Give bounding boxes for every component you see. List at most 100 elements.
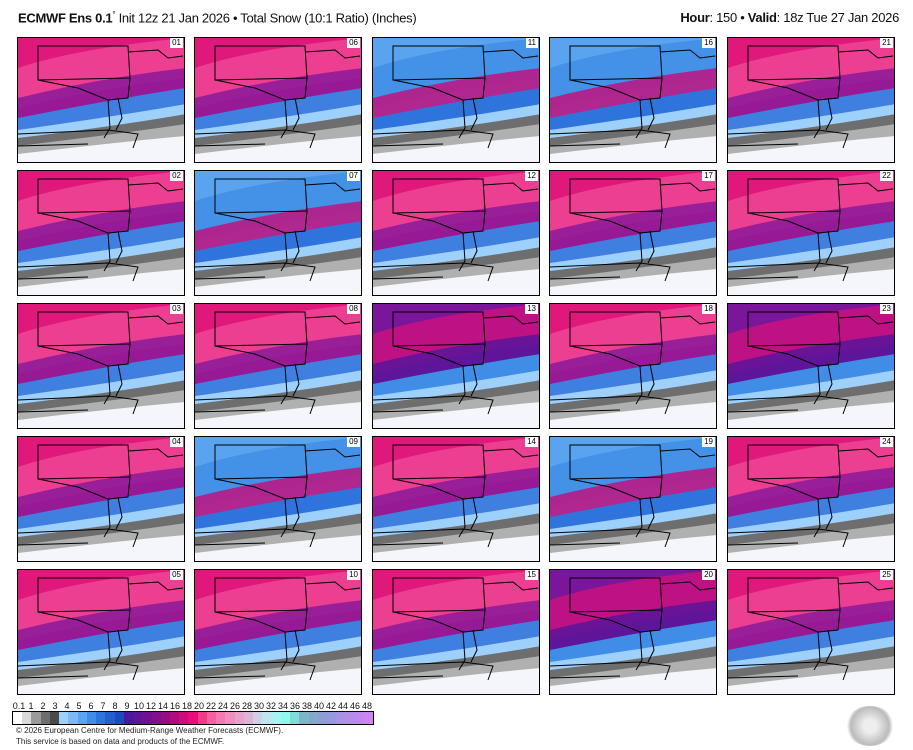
member-label: 23 xyxy=(880,304,893,314)
member-map-17: 17 xyxy=(549,170,717,296)
colorbar-swatch xyxy=(243,712,254,724)
colorbar-tick: 44 xyxy=(337,701,349,711)
member-label: 15 xyxy=(525,570,538,580)
member-label: 05 xyxy=(170,570,183,580)
colorbar-swatch xyxy=(22,712,32,724)
colorbar-swatch xyxy=(142,712,152,724)
snowfall-map xyxy=(550,171,716,295)
snowfall-map xyxy=(373,437,539,561)
colorbar-tick: 12 xyxy=(145,701,157,711)
state-borders xyxy=(550,178,716,282)
title: ECMWF Ens 0.1° Init 12z 21 Jan 2026 • To… xyxy=(18,10,417,26)
state-borders xyxy=(550,311,716,415)
init-time: Init 12z 21 Jan 2026 xyxy=(118,10,230,26)
snowfall-map xyxy=(195,38,361,162)
snowfall-map xyxy=(550,570,716,694)
colorbar-tick: 28 xyxy=(241,701,253,711)
colorbar-swatch xyxy=(77,712,87,724)
weatherbell-logo xyxy=(845,706,895,746)
member-label: 09 xyxy=(347,437,360,447)
colorbar-swatch xyxy=(114,712,124,724)
state-borders xyxy=(373,45,539,149)
snowfall-map xyxy=(373,304,539,428)
copyright: © 2026 European Centre for Medium-Range … xyxy=(16,726,284,735)
colorbar-tick: 10 xyxy=(133,701,145,711)
snowfall-map xyxy=(18,437,184,561)
colorbar-swatch xyxy=(160,712,170,724)
colorbar-tick: 9 xyxy=(124,701,130,711)
member-map-24: 24 xyxy=(727,436,895,562)
colorbar-swatch xyxy=(253,712,263,724)
member-label: 17 xyxy=(702,171,715,181)
colorbar-swatch xyxy=(216,712,226,724)
snowfall-map xyxy=(550,304,716,428)
colorbar-tick: 8 xyxy=(112,701,118,711)
colorbar-tick: 6 xyxy=(88,701,94,711)
member-label: 07 xyxy=(347,171,360,181)
member-map-19: 19 xyxy=(549,436,717,562)
snowfall-map xyxy=(550,38,716,162)
snowfall-map xyxy=(18,171,184,295)
member-map-16: 16 xyxy=(549,37,717,163)
colorbar-swatch xyxy=(133,712,143,724)
colorbar-swatch xyxy=(123,712,134,724)
colorbar-tick: 4 xyxy=(64,701,70,711)
member-label: 02 xyxy=(170,171,183,181)
member-label: 12 xyxy=(525,171,538,181)
state-borders xyxy=(18,311,184,415)
snowfall-map xyxy=(728,304,894,428)
member-label: 11 xyxy=(525,38,538,48)
member-label: 18 xyxy=(702,304,715,314)
state-borders xyxy=(195,178,361,282)
colorbar-tick: 3 xyxy=(52,701,58,711)
colorbar-tick: 24 xyxy=(217,701,229,711)
valid-label: Valid xyxy=(747,10,777,25)
product-name: • Total Snow (10:1 Ratio) (Inches) xyxy=(232,10,417,26)
state-borders xyxy=(373,311,539,415)
state-borders xyxy=(18,45,184,149)
colorbar-tick: 0.1 xyxy=(12,701,26,711)
member-map-23: 23 xyxy=(727,303,895,429)
state-borders xyxy=(728,444,894,548)
member-map-20: 20 xyxy=(549,569,717,695)
member-map-11: 11 xyxy=(372,37,540,163)
colorbar-swatch xyxy=(308,712,318,724)
state-borders xyxy=(728,178,894,282)
colorbar-swatch xyxy=(179,712,189,724)
snowfall-map xyxy=(728,38,894,162)
state-borders xyxy=(550,444,716,548)
snowfall-map xyxy=(728,437,894,561)
colorbar-tick: 32 xyxy=(265,701,277,711)
member-map-09: 09 xyxy=(194,436,362,562)
colorbar-tick: 26 xyxy=(229,701,241,711)
member-label: 10 xyxy=(347,570,360,580)
colorbar-swatch xyxy=(363,712,374,724)
colorbar-swatch xyxy=(68,712,78,724)
member-map-22: 22 xyxy=(727,170,895,296)
member-map-18: 18 xyxy=(549,303,717,429)
state-borders xyxy=(550,45,716,149)
member-label: 14 xyxy=(525,437,538,447)
degree: ° xyxy=(112,10,116,19)
colorbar-tick: 34 xyxy=(277,701,289,711)
colorbar-tick: 5 xyxy=(76,701,82,711)
colorbar-swatch xyxy=(197,712,207,724)
snowfall-map xyxy=(18,570,184,694)
state-borders xyxy=(728,311,894,415)
state-borders xyxy=(195,577,361,681)
snowfall-map xyxy=(195,304,361,428)
state-borders xyxy=(18,577,184,681)
state-borders xyxy=(18,444,184,548)
member-label: 21 xyxy=(880,38,893,48)
member-map-03: 03 xyxy=(17,303,185,429)
colorbar-tick: 42 xyxy=(325,701,337,711)
state-borders xyxy=(195,444,361,548)
member-map-10: 10 xyxy=(194,569,362,695)
colorbar-tick: 20 xyxy=(193,701,205,711)
hour-value: : 150 • xyxy=(709,10,748,25)
colorbar xyxy=(12,711,374,725)
snowfall-map xyxy=(728,570,894,694)
colorbar-tick: 18 xyxy=(181,701,193,711)
member-map-05: 05 xyxy=(17,569,185,695)
colorbar-tick: 36 xyxy=(289,701,301,711)
